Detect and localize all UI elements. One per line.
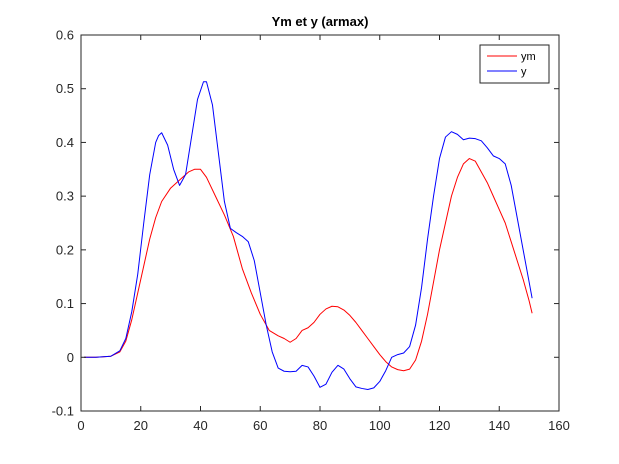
x-tick-label: 20 (134, 418, 148, 433)
y-tick-label: -0.1 (52, 404, 74, 419)
plot-area (81, 35, 559, 411)
x-tick-label: 160 (548, 418, 570, 433)
series-line-y (83, 81, 533, 391)
legend-label-ym: ym (521, 51, 536, 63)
legend: ym y (479, 44, 550, 84)
x-tick-label: 120 (429, 418, 451, 433)
series-line-ym (83, 158, 533, 372)
y-tick-label: 0.2 (56, 242, 74, 257)
x-tick-label: 140 (488, 418, 510, 433)
plot-background (81, 35, 559, 411)
chart-title: Ym et y (armax) (272, 14, 369, 29)
x-tick-label: 40 (193, 418, 207, 433)
x-tick-label: 60 (253, 418, 267, 433)
legend-label-y: y (521, 66, 527, 78)
ticks-layer: 0 20 40 60 80 100 120 140 160-0.100.10.20.30.40.… (52, 28, 570, 434)
y-tick-label: 0.3 (56, 189, 74, 204)
series-layer (83, 81, 533, 391)
y-tick-label: 0.1 (56, 296, 74, 311)
y-tick-label: 0.5 (56, 81, 74, 96)
x-tick-label: 80 (313, 418, 327, 433)
y-tick-label: 0.6 (56, 28, 74, 43)
legend-box (479, 44, 550, 84)
y-tick-label: 0.4 (56, 135, 74, 150)
y-tick-label: 0 (67, 350, 74, 365)
x-tick-label: 100 (369, 418, 391, 433)
x-tick-label: 0 (77, 418, 84, 433)
